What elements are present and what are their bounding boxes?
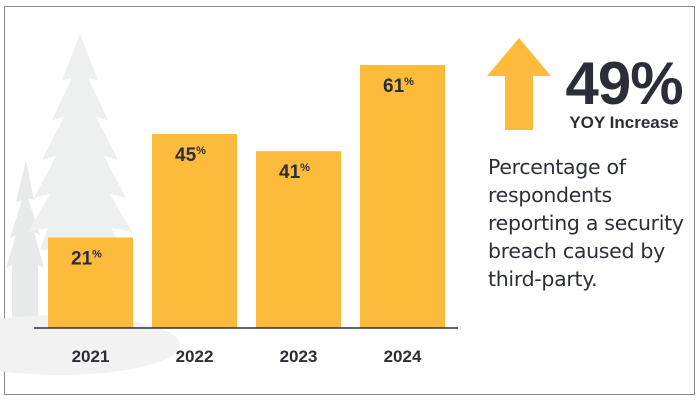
bar-2021 (48, 237, 133, 328)
yoy-increase-value: 49% (565, 50, 683, 117)
snow-ground (0, 315, 180, 375)
x-tick-label-2023: 2023 (280, 347, 318, 366)
bar-2024 (360, 64, 445, 328)
yoy-increase-label: YOY Increase (569, 113, 679, 132)
bar-2022 (152, 133, 237, 328)
x-tick-label-2022: 2022 (176, 347, 214, 366)
up-arrow-icon (487, 38, 551, 130)
x-tick-label-2024: 2024 (384, 347, 422, 366)
tree-background-graphic (0, 34, 180, 375)
chart-description: Percentage of respondents reporting a se… (488, 155, 684, 291)
bar-2023 (256, 151, 341, 328)
x-tick-label-2021: 2021 (72, 347, 110, 366)
x-tick-labels: 2021 2022 2023 2024 (72, 347, 422, 366)
tree-rear (6, 160, 44, 330)
tree-main (28, 34, 132, 250)
bars-layer: 21%45%41%61% (48, 64, 445, 328)
